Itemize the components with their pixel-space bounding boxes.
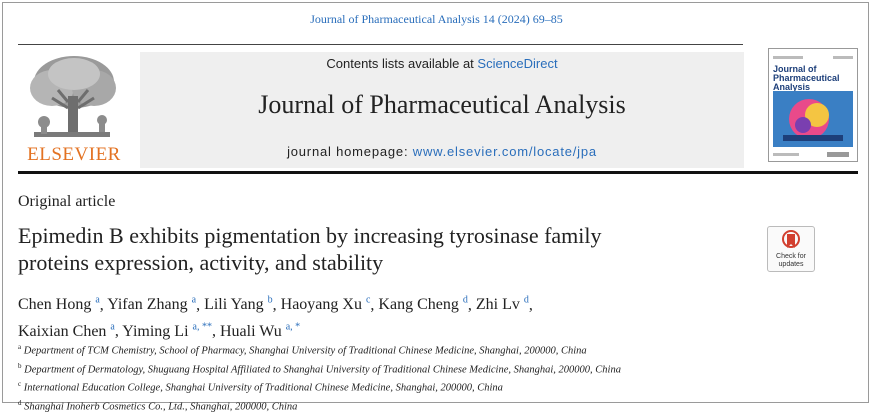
cover-footer-icon xyxy=(773,151,853,159)
contents-line: Contents lists available at ScienceDirec… xyxy=(140,56,744,71)
author[interactable]: Haoyang Xu c xyxy=(281,296,371,313)
affiliation: d Shanghai Inoherb Cosmetics Co., Ltd., … xyxy=(18,396,858,414)
homepage-line: journal homepage: www.elsevier.com/locat… xyxy=(140,144,744,159)
journal-citation[interactable]: Journal of Pharmaceutical Analysis 14 (2… xyxy=(0,12,873,27)
author[interactable]: Yiming Li a, ** xyxy=(122,323,212,340)
article-type: Original article xyxy=(18,193,115,211)
affiliation: b Department of Dermatology, Shuguang Ho… xyxy=(18,359,858,378)
cover-header-icon xyxy=(773,55,853,61)
sciencedirect-link[interactable]: ScienceDirect xyxy=(477,56,557,71)
elsevier-tree-icon xyxy=(22,52,122,142)
affiliations: a Department of TCM Chemistry, School of… xyxy=(18,340,858,414)
author-list: Chen Hong a, Yifan Zhang a, Lili Yang b,… xyxy=(18,290,738,343)
affiliation: c International Education College, Shang… xyxy=(18,377,858,396)
homepage-prefix: journal homepage: xyxy=(287,144,413,159)
affiliation: a Department of TCM Chemistry, School of… xyxy=(18,340,858,359)
article-title: Epimedin B exhibits pigmentation by incr… xyxy=(18,222,738,276)
cover-header-bar xyxy=(773,55,853,63)
homepage-link[interactable]: www.elsevier.com/locate/jpa xyxy=(413,144,597,159)
author[interactable]: Kang Cheng d xyxy=(378,296,467,313)
check-for-updates-button[interactable]: Check for updates xyxy=(767,226,815,272)
journal-title: Journal of Pharmaceutical Analysis xyxy=(140,90,744,120)
title-line-1: Epimedin B exhibits pigmentation by incr… xyxy=(18,222,738,249)
contents-prefix: Contents lists available at xyxy=(326,56,477,71)
affil-link[interactable]: a, * xyxy=(286,321,300,332)
author[interactable]: Zhi Lv d xyxy=(476,296,529,313)
bookmark-icon xyxy=(782,230,800,252)
publisher-logo[interactable]: ELSEVIER xyxy=(18,52,130,168)
check-updates-line-2: updates xyxy=(768,261,814,269)
author[interactable]: Chen Hong a xyxy=(18,296,100,313)
publisher-name: ELSEVIER xyxy=(18,144,130,166)
journal-banner: Contents lists available at ScienceDirec… xyxy=(140,52,744,168)
author[interactable]: Lili Yang b xyxy=(204,296,273,313)
author[interactable]: Huali Wu a, * xyxy=(220,323,300,340)
cover-title: Journal of Pharmaceutical Analysis xyxy=(773,65,853,92)
check-updates-label: Check for updates xyxy=(768,253,814,269)
cover-art-icon xyxy=(773,91,853,147)
check-updates-line-1: Check for xyxy=(768,253,814,261)
author[interactable]: Yifan Zhang a xyxy=(107,296,196,313)
affil-link[interactable]: a, ** xyxy=(193,321,212,332)
header-thick-rule xyxy=(18,171,858,174)
journal-cover[interactable]: Journal of Pharmaceutical Analysis xyxy=(768,48,858,162)
header-rule xyxy=(18,44,743,45)
author[interactable]: Kaixian Chen a xyxy=(18,323,115,340)
title-line-2: proteins expression, activity, and stabi… xyxy=(18,249,738,276)
